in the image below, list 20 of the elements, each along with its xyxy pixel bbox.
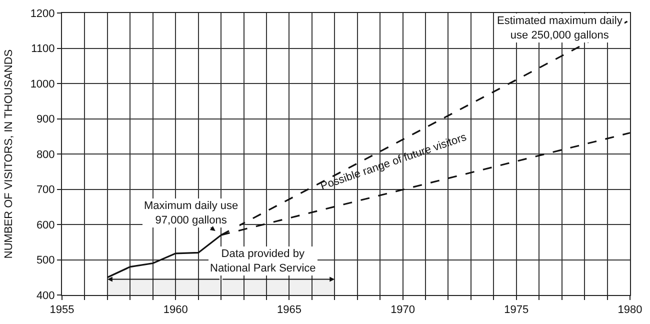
y-tick-label: 900	[36, 114, 55, 126]
y-tick-label: 500	[36, 254, 55, 267]
y-tick-label: 1000	[30, 78, 55, 90]
x-tick-label: 1955	[50, 304, 74, 316]
x-tick-label: 1965	[276, 304, 302, 316]
x-tick-label: 1970	[390, 304, 416, 316]
y-tick-label: 800	[36, 148, 55, 161]
x-tick-label: 1980	[618, 304, 642, 316]
x-tick-label: 1975	[504, 304, 529, 316]
x-tick-label: 1960	[163, 304, 188, 316]
annotation: Maximum daily use 97,000 gallons	[144, 200, 238, 226]
annotation: Possible range of future visitors	[319, 131, 469, 193]
y-tick-label: 700	[36, 184, 55, 196]
annotation: Estimated maximum daily use 250,000 gallons	[497, 15, 623, 42]
y-tick-label: 400	[36, 290, 55, 302]
y-tick-label: 1100	[31, 43, 55, 56]
y-axis-title: NUMBER OF VISITORS, IN THOUSANDS	[2, 49, 15, 259]
band-label: Data provided by National Park Service	[210, 248, 316, 274]
y-tick-label: 600	[36, 219, 55, 232]
y-tick-label: 1200	[30, 8, 55, 20]
